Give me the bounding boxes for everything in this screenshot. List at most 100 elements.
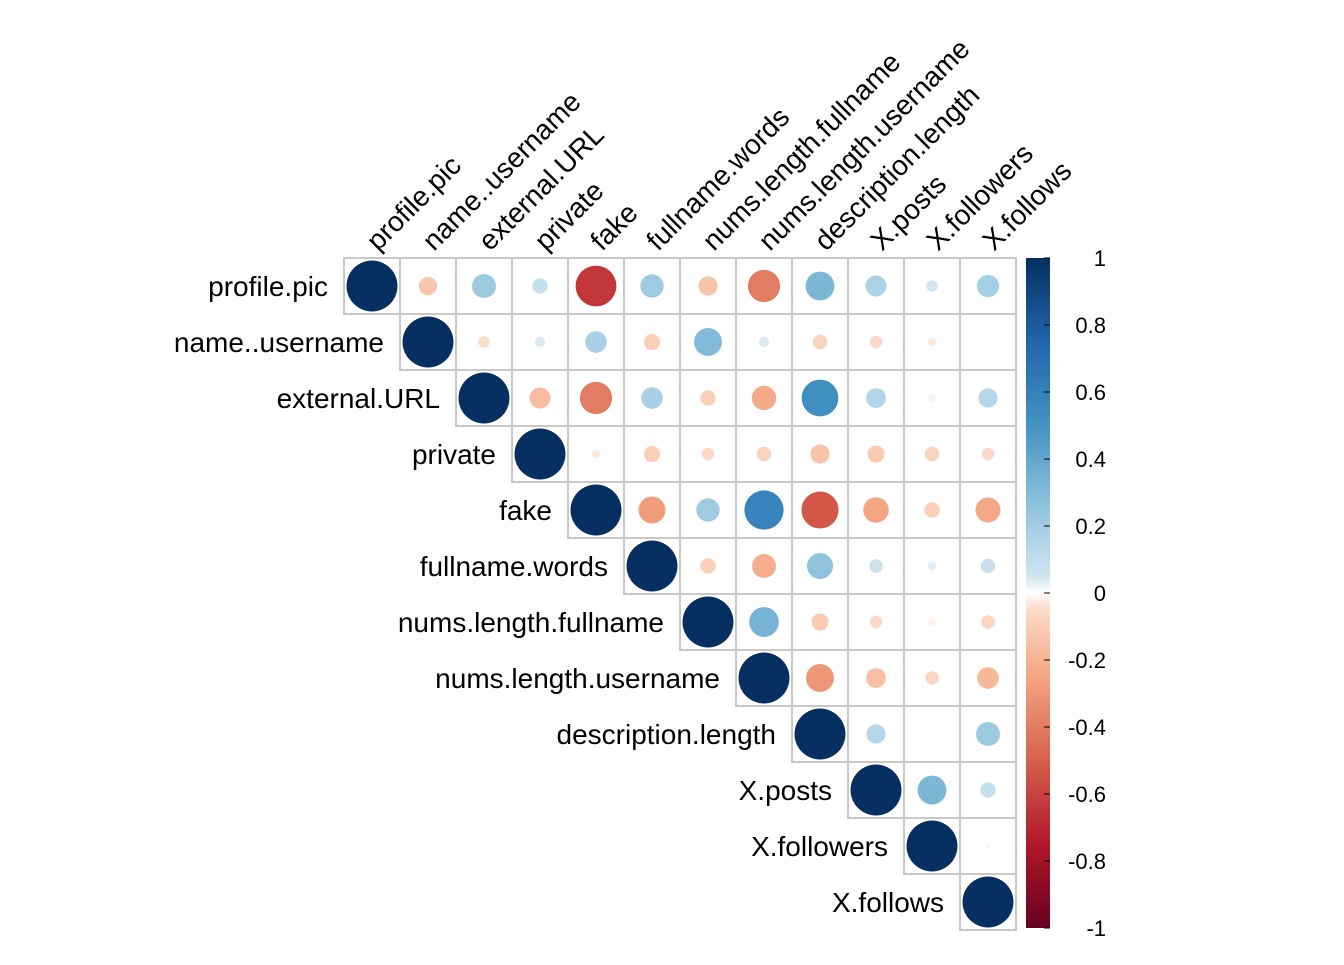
corr-circle-profile.pic-nums.length.username xyxy=(747,269,781,303)
corr-circle-profile.pic-external.URL xyxy=(472,274,496,298)
corr-circle-name..username-X.posts xyxy=(869,335,883,349)
corr-circle-name..username-private xyxy=(534,336,546,348)
corr-circle-nums.length.username-X.follows xyxy=(977,667,999,689)
corr-circle-nums.length.fullname-nums.length.username xyxy=(749,607,779,637)
corr-circle-fake-nums.length.username xyxy=(744,490,784,530)
colorbar-tick-label: 1 xyxy=(1094,246,1106,271)
corr-circle-name..username-name..username xyxy=(402,316,454,368)
row-label-X.follows: X.follows xyxy=(832,887,944,918)
corr-circle-description.length-X.follows xyxy=(976,722,1000,746)
row-label-nums.length.fullname: nums.length.fullname xyxy=(398,607,664,638)
corr-circle-external.URL-external.URL xyxy=(458,372,510,424)
row-label-nums.length.username: nums.length.username xyxy=(435,663,720,694)
corr-circle-name..username-fake xyxy=(585,331,607,353)
corr-circle-external.URL-nums.length.fullname xyxy=(700,390,716,406)
colorbar-tick-label: -0.4 xyxy=(1068,715,1106,740)
corr-circle-nums.length.username-X.posts xyxy=(866,668,886,688)
corr-circle-fullname.words-X.posts xyxy=(869,559,883,573)
colorbar-tick-label: 0.8 xyxy=(1075,313,1106,338)
corr-circle-name..username-external.URL xyxy=(478,336,490,348)
corr-circle-profile.pic-description.length xyxy=(805,271,835,301)
corr-circle-fake-fake xyxy=(570,484,622,536)
row-label-external.URL: external.URL xyxy=(277,383,440,414)
corr-circle-description.length-description.length xyxy=(794,708,846,760)
corr-circle-nums.length.fullname-X.follows xyxy=(981,615,995,629)
cell-name..username-X.follows xyxy=(959,313,1017,371)
corr-circle-private-description.length xyxy=(810,444,830,464)
corr-circle-fullname.words-X.followers xyxy=(927,561,937,571)
grid-layer xyxy=(343,257,1017,931)
corr-circle-external.URL-fullname.words xyxy=(641,387,663,409)
cell-X.follows-X.follows xyxy=(959,873,1017,931)
row-label-profile.pic: profile.pic xyxy=(208,271,328,302)
row-label-fake: fake xyxy=(499,495,552,526)
cell-description.length-X.followers xyxy=(903,705,961,763)
corr-circle-fake-X.posts xyxy=(863,497,889,523)
colorbar-tick-label: -0.8 xyxy=(1068,849,1106,874)
corr-circle-external.URL-X.follows xyxy=(978,388,998,408)
corr-circle-fake-X.followers xyxy=(924,502,940,518)
corr-circle-private-X.posts xyxy=(867,445,885,463)
corr-circle-X.posts-X.follows xyxy=(980,782,996,798)
corr-circle-name..username-fullname.words xyxy=(643,333,661,351)
row-labels: profile.pic name..username external.URL pri… xyxy=(174,271,944,918)
corr-circle-external.URL-fake xyxy=(579,381,613,415)
colorbar-tick-label: -0.6 xyxy=(1068,782,1106,807)
corr-circle-X.posts-X.posts xyxy=(850,764,902,816)
corr-circle-X.posts-X.followers xyxy=(917,775,947,805)
corr-circle-fullname.words-X.follows xyxy=(980,558,996,574)
corr-circle-nums.length.username-description.length xyxy=(806,664,834,692)
corr-circle-external.URL-X.followers xyxy=(928,394,936,402)
row-label-name..username: name..username xyxy=(174,327,384,358)
column-labels: profile.picname..usernameexternal.URLpri… xyxy=(360,33,1077,256)
corr-circle-profile.pic-private xyxy=(532,278,548,294)
corr-circle-fake-fullname.words xyxy=(638,496,666,524)
corr-circle-private-fullname.words xyxy=(643,445,661,463)
corr-circle-X.followers-X.followers xyxy=(906,820,958,872)
corr-circle-external.URL-description.length xyxy=(801,379,839,417)
corr-circle-external.URL-X.posts xyxy=(866,388,886,408)
corr-circle-nums.length.fullname-description.length xyxy=(811,613,829,631)
row-label-private: private xyxy=(412,439,496,470)
corr-circle-profile.pic-fake xyxy=(575,265,617,307)
corr-circle-fullname.words-fullname.words xyxy=(626,540,678,592)
row-label-description.length: description.length xyxy=(557,719,776,750)
corr-circle-fake-nums.length.fullname xyxy=(696,498,720,522)
corr-circle-private-X.followers xyxy=(924,446,940,462)
corr-circle-profile.pic-name..username xyxy=(418,276,438,296)
corr-circle-name..username-nums.length.username xyxy=(758,336,770,348)
colorbar-tick-label: 0.6 xyxy=(1075,380,1106,405)
corr-circle-fake-X.follows xyxy=(975,497,1001,523)
corr-circle-external.URL-nums.length.username xyxy=(751,385,777,411)
colorbar: 1 0.8 0.6 0.4 0.2 0 -0.2 -0.4 -0.6 -0.8 -1 xyxy=(1026,246,1106,941)
corr-circle-private-nums.length.username xyxy=(756,446,772,462)
row-label-X.posts: X.posts xyxy=(739,775,832,806)
corr-circle-fullname.words-description.length xyxy=(807,553,833,579)
corr-circle-fullname.words-nums.length.username xyxy=(752,554,776,578)
corr-circle-profile.pic-profile.pic xyxy=(346,260,398,312)
corr-circle-nums.length.fullname-nums.length.fullname xyxy=(682,596,734,648)
corr-circle-private-fake xyxy=(591,449,601,459)
corr-circle-X.followers-X.follows xyxy=(985,843,991,849)
corr-circle-fullname.words-nums.length.fullname xyxy=(700,558,716,574)
corr-circle-fake-description.length xyxy=(801,491,839,529)
colorbar-tick-label: 0.4 xyxy=(1075,447,1106,472)
colorbar-tick-label: 0 xyxy=(1094,581,1106,606)
corr-circle-name..username-nums.length.fullname xyxy=(694,328,722,356)
corr-circle-profile.pic-nums.length.fullname xyxy=(698,276,718,296)
corr-circle-nums.length.fullname-X.followers xyxy=(928,618,936,626)
corr-circle-name..username-description.length xyxy=(812,334,828,350)
corr-circle-profile.pic-X.followers xyxy=(926,280,938,292)
colorbar-tick-label: 0.2 xyxy=(1075,514,1106,539)
colorbar-tick-label: -1 xyxy=(1086,916,1106,941)
corr-circle-external.URL-private xyxy=(529,387,551,409)
corr-circle-private-nums.length.fullname xyxy=(701,447,715,461)
corr-circle-profile.pic-X.posts xyxy=(865,275,887,297)
row-label-fullname.words: fullname.words xyxy=(420,551,608,582)
corr-circle-profile.pic-fullname.words xyxy=(640,274,664,298)
corr-circle-nums.length.fullname-X.posts xyxy=(869,615,883,629)
corr-circle-private-X.follows xyxy=(981,447,995,461)
corr-circle-description.length-X.posts xyxy=(866,724,886,744)
corr-circle-private-private xyxy=(514,428,566,480)
